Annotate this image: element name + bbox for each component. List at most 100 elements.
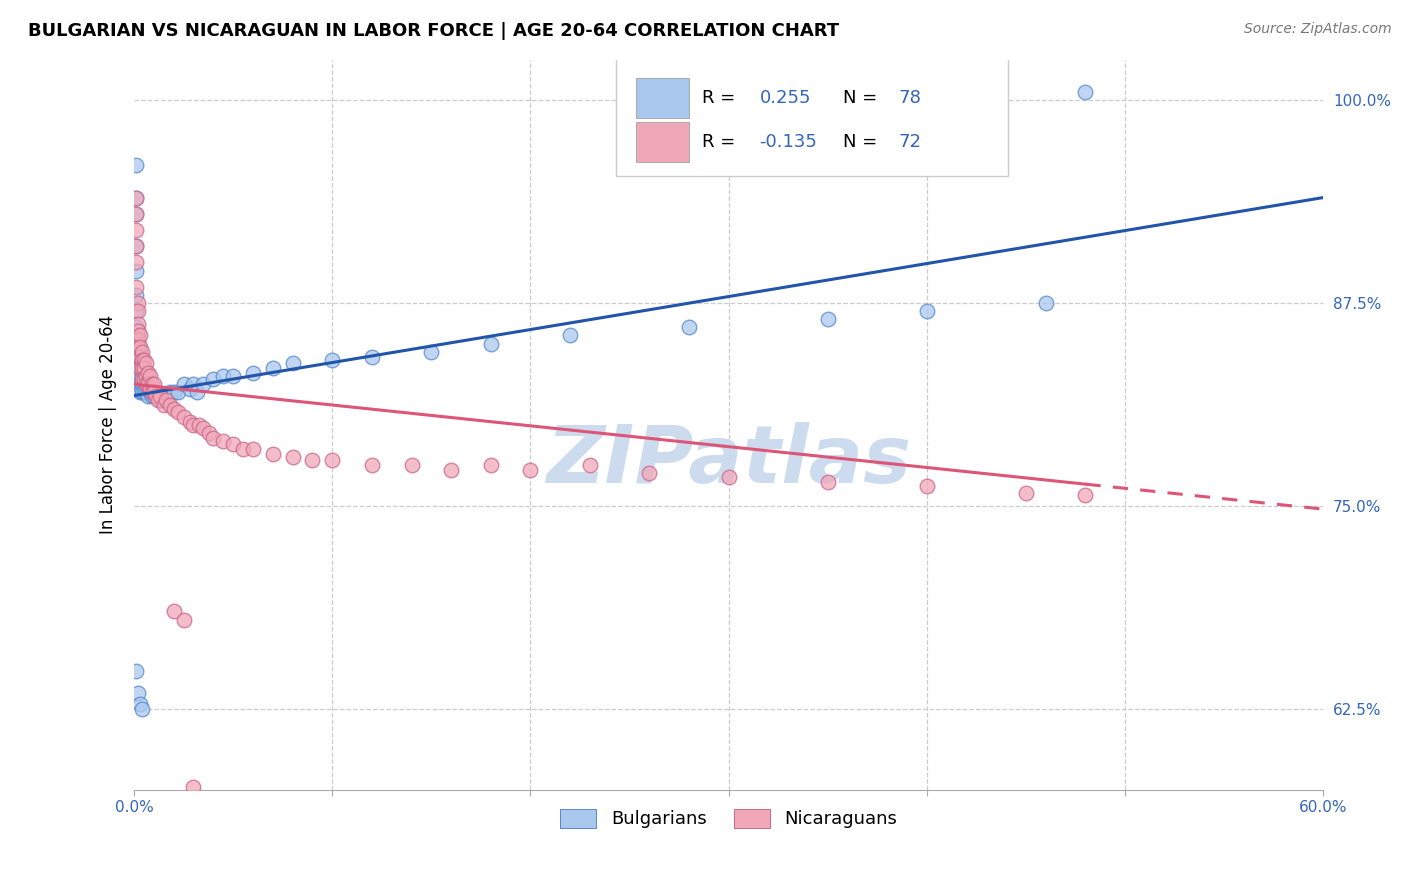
Point [163,401,186,416]
FancyBboxPatch shape [616,56,1008,177]
Point [163,604,186,618]
Point [136,388,159,402]
Point [125,288,148,302]
Text: 78: 78 [898,89,921,107]
Point [262,361,284,376]
Point [127,340,149,354]
Point [125,158,148,172]
Point [163,385,186,400]
Point [131,702,153,716]
Point [212,369,235,384]
Point [159,385,181,400]
Point [132,369,155,384]
Text: BULGARIAN VS NICARAGUAN IN LABOR FORCE | AGE 20-64 CORRELATION CHART: BULGARIAN VS NICARAGUAN IN LABOR FORCE |… [28,22,839,40]
Point [131,372,153,386]
Point [129,350,152,364]
Point [155,393,177,408]
Point [142,388,165,402]
Point [125,239,148,253]
Point [125,207,148,221]
Point [440,463,463,477]
Point [129,361,152,376]
Point [281,450,304,465]
Point [579,458,602,473]
Point [915,479,938,493]
Point [135,377,157,392]
Text: Source: ZipAtlas.com: Source: ZipAtlas.com [1244,22,1392,37]
Point [166,405,188,419]
Point [141,388,163,402]
Point [301,453,323,467]
Point [135,385,157,400]
Text: N =: N = [842,133,883,151]
Point [152,393,174,408]
Point [1074,487,1097,501]
Point [179,382,201,396]
Point [193,421,215,435]
Point [136,377,159,392]
Point [127,369,149,384]
Point [132,361,155,376]
Point [131,352,153,367]
Point [149,393,172,408]
Point [638,467,661,481]
Point [186,385,208,400]
Point [139,369,162,384]
Y-axis label: In Labor Force | Age 20-64: In Labor Force | Age 20-64 [100,315,117,534]
Point [141,377,163,392]
Point [321,352,343,367]
Point [183,780,205,794]
Point [125,190,148,204]
Point [125,263,148,277]
Point [129,352,152,367]
Text: N =: N = [842,89,883,107]
Point [139,385,162,400]
Point [135,369,157,384]
Point [125,320,148,334]
Point [519,463,541,477]
Point [125,207,148,221]
Point [135,377,157,392]
Point [142,385,165,400]
Point [145,385,167,400]
Point [479,336,502,351]
Point [127,361,149,376]
Point [127,317,149,331]
Point [127,296,149,310]
Point [127,304,149,318]
Text: 0.255: 0.255 [759,89,811,107]
Point [222,369,245,384]
Point [558,328,581,343]
Point [125,280,148,294]
Point [129,697,152,711]
Point [136,385,159,400]
Point [127,685,149,699]
Point [198,425,221,440]
Point [125,239,148,253]
Point [129,344,152,359]
Point [146,393,169,408]
Point [479,458,502,473]
Point [127,336,149,351]
Point [132,385,155,400]
Point [242,366,264,380]
Point [1035,296,1057,310]
FancyBboxPatch shape [636,78,689,118]
Point [142,377,165,392]
Point [131,344,153,359]
Point [150,393,173,408]
Point [125,255,148,269]
Point [242,442,264,456]
Point [139,382,162,396]
Point [129,377,152,392]
Point [139,377,162,392]
Point [135,369,157,384]
Point [131,352,153,367]
Point [131,377,153,392]
Point [232,442,254,456]
Point [401,458,423,473]
Point [156,388,179,402]
Point [146,388,169,402]
Point [222,437,245,451]
Point [193,377,215,392]
